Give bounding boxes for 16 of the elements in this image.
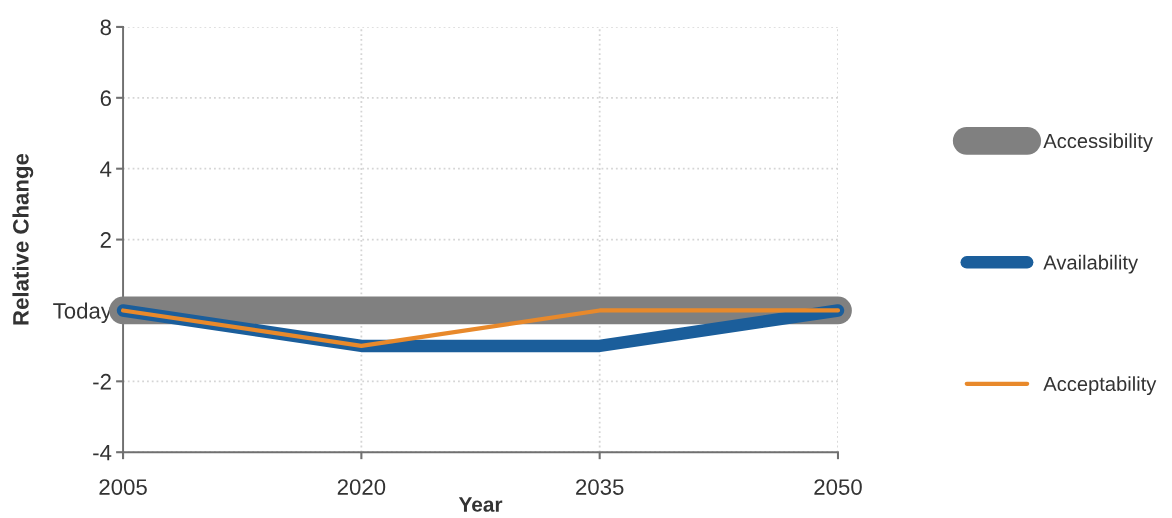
y-tick-label: Today: [53, 302, 112, 324]
x-tick-label: 2020: [337, 479, 386, 495]
y-tick-label: 2: [100, 232, 111, 248]
y-tick-label: -2: [93, 373, 111, 390]
legend-label: Accessibility: [1043, 133, 1153, 153]
x-tick-label: 2005: [99, 479, 147, 495]
legend-label: Acceptability: [1043, 376, 1157, 396]
x-axis-title: Year: [458, 497, 503, 512]
y-axis-title: Relative Change: [12, 153, 34, 325]
y-tick-label: -4: [93, 444, 112, 461]
y-tick-label: 8: [100, 19, 111, 36]
y-tick-label: 6: [100, 90, 111, 107]
y-tick-label: 4: [100, 161, 112, 177]
x-tick-label: 2050: [814, 479, 862, 495]
x-tick-label: 2035: [576, 479, 624, 495]
legend-label: Availability: [1043, 254, 1139, 274]
